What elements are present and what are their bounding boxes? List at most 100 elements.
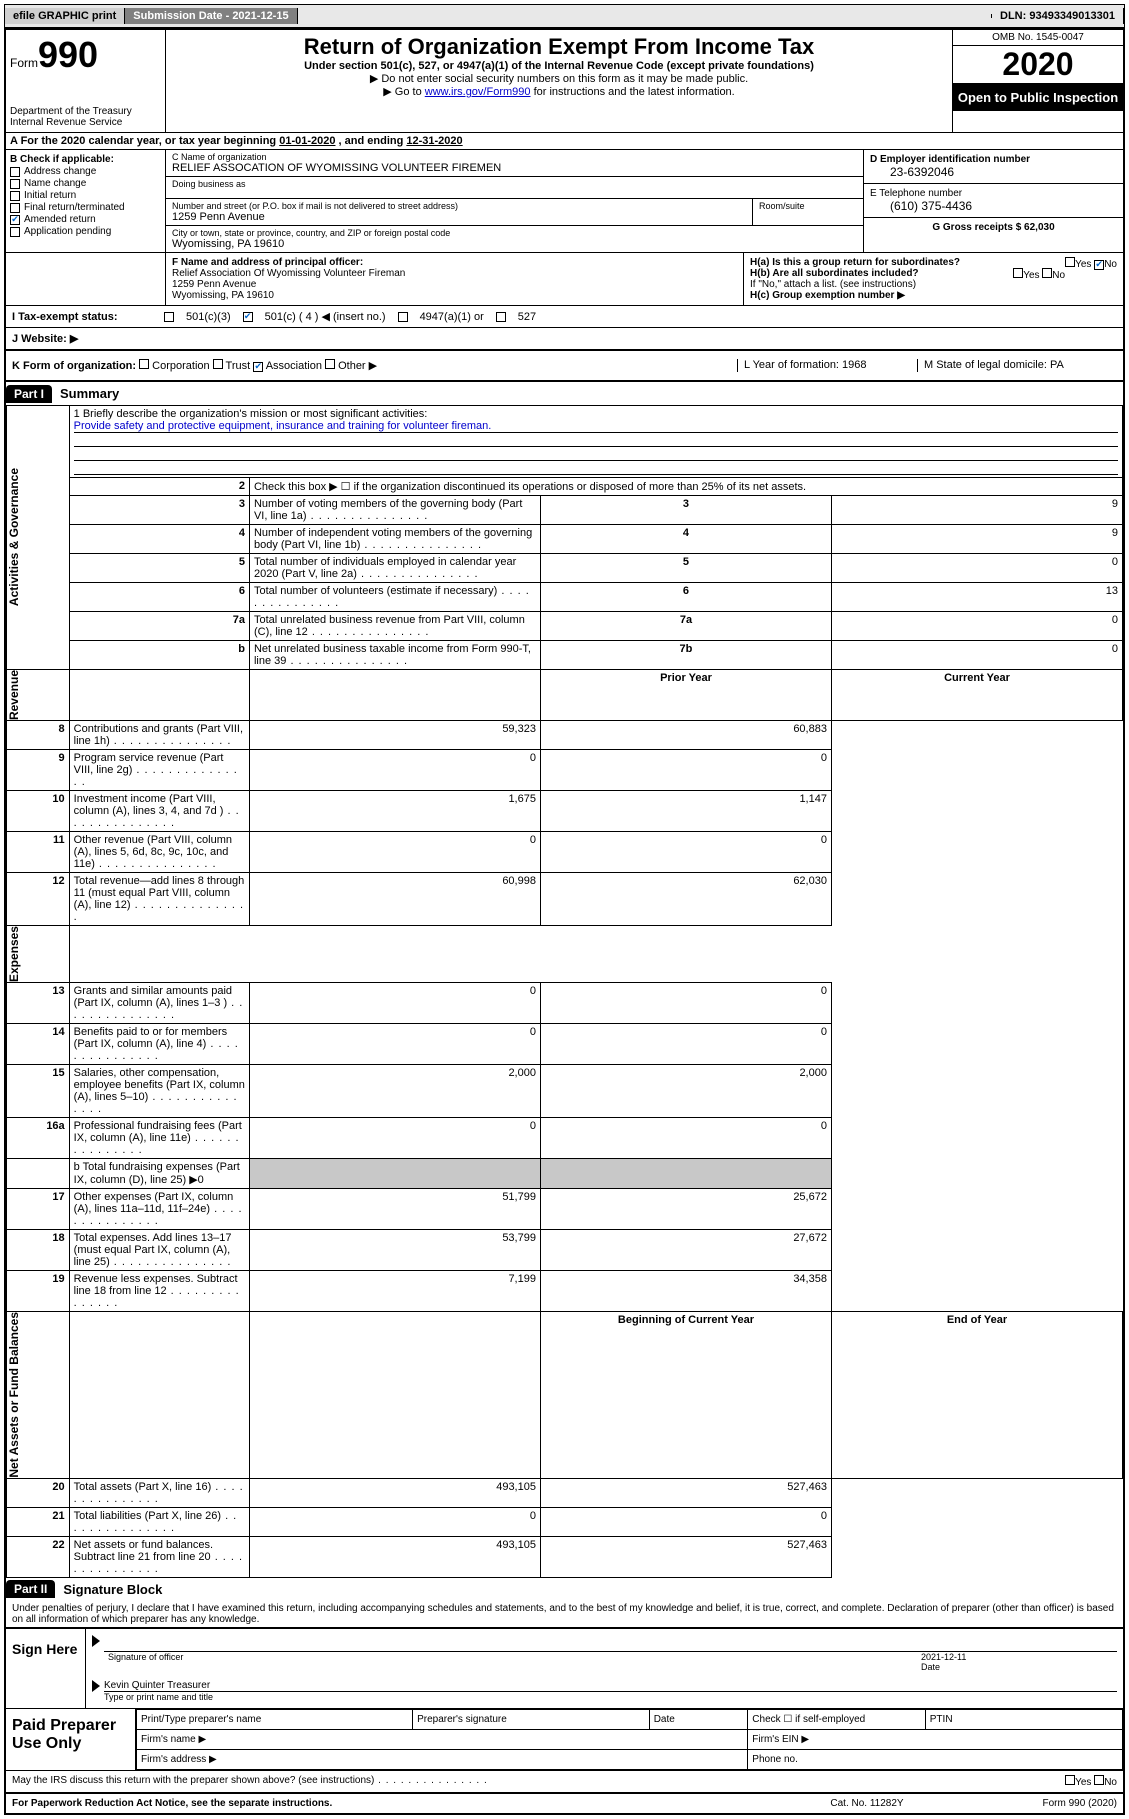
line-11: 11Other revenue (Part VIII, column (A), … [7,832,1123,873]
section-c: C Name of organization RELIEF ASSOCATION… [166,150,863,252]
officer-addr1: 1259 Penn Avenue [172,279,737,290]
cat-no: Cat. No. 11282Y [767,1798,967,1809]
sig-officer-label: Signature of officer [104,1652,917,1672]
org-name: RELIEF ASSOCATION OF WYOMISSING VOLUNTEE… [172,162,857,174]
section-b: B Check if applicable: Address changeNam… [6,150,166,252]
sign-arrow-icon [92,1635,100,1647]
line-4: 4Number of independent voting members of… [7,525,1123,554]
line-2-num: 2 [69,478,249,496]
section-d-e-g: D Employer identification number 23-6392… [863,150,1123,252]
discuss-row: May the IRS discuss this return with the… [6,1770,1123,1792]
side-netassets: Net Assets or Fund Balances [7,1312,21,1478]
sign-here-section: Sign Here Signature of officer 2021-12-1… [6,1627,1123,1708]
line-15: 15Salaries, other compensation, employee… [7,1065,1123,1118]
submission-date-button[interactable]: Submission Date - 2021-12-15 [125,8,297,24]
mission-text: Provide safety and protective equipment,… [74,420,1118,433]
checkbox-application-pending[interactable]: Application pending [10,226,161,237]
paid-preparer-section: Paid Preparer Use Only Print/Type prepar… [6,1708,1123,1770]
period-row: A For the 2020 calendar year, or tax yea… [6,133,1123,150]
paid-preparer-label: Paid Preparer Use Only [6,1709,136,1770]
line-18: 18Total expenses. Add lines 13–17 (must … [7,1230,1123,1271]
prep-date-hdr: Date [649,1709,748,1729]
ein-label: D Employer identification number [870,154,1117,165]
sign-arrow-icon-2 [92,1680,100,1692]
line-14: 14Benefits paid to or for members (Part … [7,1024,1123,1065]
form-footer: Form 990 (2020) [967,1798,1117,1809]
sign-here-label: Sign Here [6,1629,86,1708]
line-21: 21Total liabilities (Part X, line 26)00 [7,1507,1123,1536]
line-19: 19Revenue less expenses. Subtract line 1… [7,1271,1123,1312]
form-container: Form990 Department of the Treasury Inter… [4,28,1125,1815]
end-year-header: End of Year [831,1312,1122,1479]
line-17: 17Other expenses (Part IX, column (A), l… [7,1189,1123,1230]
instruction-2: ▶ Go to www.irs.gov/Form990 for instruct… [170,85,948,98]
line-16b: b Total fundraising expenses (Part IX, c… [69,1159,249,1189]
part2-header: Part II Signature Block [6,1578,1123,1601]
checkbox-name-change[interactable]: Name change [10,178,161,189]
part1-header: Part I Summary [6,382,1123,405]
line-b: bNet unrelated business taxable income f… [7,641,1123,670]
phone-label: E Telephone number [870,188,1117,199]
line-20: 20Total assets (Part X, line 16)493,1055… [7,1478,1123,1507]
tax-year: 2020 [953,46,1123,84]
street-label: Number and street (or P.O. box if mail i… [172,201,746,211]
officer-label: F Name and address of principal officer: [172,257,737,268]
state-domicile: M State of legal domicile: PA [917,359,1117,372]
efile-button[interactable]: efile GRAPHIC print [5,8,125,24]
line-13: 13Grants and similar amounts paid (Part … [7,983,1123,1024]
officer-name: Relief Association Of Wyomissing Volunte… [172,268,737,279]
section-b-header: B Check if applicable: [10,154,161,165]
section-f-h: F Name and address of principal officer:… [6,253,1123,306]
city-label: City or town, state or province, country… [172,228,857,238]
city-value: Wyomissing, PA 19610 [172,238,857,250]
line-22: 22Net assets or fund balances. Subtract … [7,1536,1123,1577]
ha-row: H(a) Is this a group return for subordin… [750,257,1117,268]
begin-year-header: Beginning of Current Year [540,1312,831,1479]
mission-label: 1 Briefly describe the organization's mi… [74,408,1118,420]
checkbox-amended-return[interactable]: Amended return [10,214,161,225]
paperwork-row: For Paperwork Reduction Act Notice, see … [6,1792,1123,1813]
checkbox-final-return-terminated[interactable]: Final return/terminated [10,202,161,213]
firm-addr-row: Firm's address ▶ [137,1749,748,1769]
line-16a: 16aProfessional fundraising fees (Part I… [7,1118,1123,1159]
dba-label: Doing business as [172,179,857,189]
firm-ein-row: Firm's EIN ▶ [748,1729,1123,1749]
line-2-text: Check this box ▶ ☐ if the organization d… [249,478,1122,496]
period-begin: 01-01-2020 [279,135,335,147]
line-3: 3Number of voting members of the governi… [7,496,1123,525]
form-subtitle: Under section 501(c), 527, or 4947(a)(1)… [170,60,948,72]
officer-typed-name: Kevin Quinter Treasurer [104,1680,1117,1691]
dept-label: Department of the Treasury [10,106,161,117]
penalty-text: Under penalties of perjury, I declare th… [6,1601,1123,1627]
form-header: Form990 Department of the Treasury Inter… [6,30,1123,133]
part1-table: Activities & Governance 1 Briefly descri… [6,405,1123,1578]
hb-row: H(b) Are all subordinates included? Yes … [750,268,1117,279]
period-end: 12-31-2020 [406,135,462,147]
prep-sig-hdr: Preparer's signature [413,1709,650,1729]
line-6: 6Total number of volunteers (estimate if… [7,583,1123,612]
form-number: 990 [38,34,98,75]
sig-date: 2021-12-11 [921,1652,966,1662]
inspection-badge: Open to Public Inspection [953,84,1123,111]
row-i-tax-status: I Tax-exempt status: 501(c)(3) 501(c) ( … [6,306,1123,328]
row-j-website: J Website: ▶ [6,328,1123,351]
officer-addr2: Wyomissing, PA 19610 [172,290,737,301]
form-word: Form [10,56,38,70]
form990-link[interactable]: www.irs.gov/Form990 [425,86,531,98]
row-k: K Form of organization: Corporation Trus… [6,351,1123,382]
line-9: 9Program service revenue (Part VIII, lin… [7,750,1123,791]
phone-value: (610) 375-4436 [870,199,1117,213]
line-5: 5Total number of individuals employed in… [7,554,1123,583]
section-b-c-d: B Check if applicable: Address changeNam… [6,150,1123,253]
room-suite-label: Room/suite [753,199,863,225]
prep-name-hdr: Print/Type preparer's name [137,1709,413,1729]
side-expenses: Expenses [7,926,21,982]
org-name-label: C Name of organization [172,152,857,162]
checkbox-address-change[interactable]: Address change [10,166,161,177]
instruction-1: ▶ Do not enter social security numbers o… [170,72,948,85]
checkbox-initial-return[interactable]: Initial return [10,190,161,201]
prep-ptin-hdr: PTIN [925,1709,1122,1729]
prior-year-header: Prior Year [540,670,831,721]
type-name-label: Type or print name and title [104,1691,1117,1702]
line-8: 8Contributions and grants (Part VIII, li… [7,721,1123,750]
